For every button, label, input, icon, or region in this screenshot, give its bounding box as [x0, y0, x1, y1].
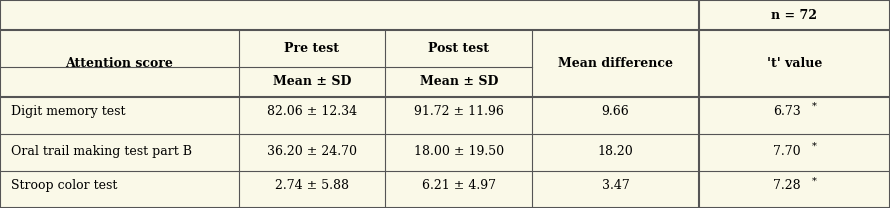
Bar [385, 67, 532, 97]
Text: n = 72: n = 72 [772, 9, 817, 22]
Bar [0, 0, 239, 30]
Text: 82.06 ± 12.34: 82.06 ± 12.34 [267, 105, 357, 118]
Text: Stroop color test: Stroop color test [11, 179, 117, 192]
Bar [239, 97, 385, 127]
Text: 7.28: 7.28 [773, 179, 801, 192]
Bar [532, 97, 699, 127]
Bar [532, 134, 699, 170]
Bar [385, 97, 532, 127]
Bar [532, 67, 699, 97]
Text: *: * [812, 176, 816, 185]
Bar [239, 30, 385, 67]
Text: Mean ± SD: Mean ± SD [419, 75, 498, 88]
Text: 18.00 ± 19.50: 18.00 ± 19.50 [414, 145, 504, 158]
Text: Attention score: Attention score [65, 57, 174, 70]
Text: 36.20 ± 24.70: 36.20 ± 24.70 [267, 145, 357, 158]
Bar [239, 67, 385, 97]
Bar [699, 30, 890, 67]
Bar [699, 134, 890, 170]
Text: *: * [812, 141, 816, 150]
Text: *: * [812, 102, 816, 111]
Text: Digit memory test: Digit memory test [11, 105, 125, 118]
Bar [385, 30, 532, 67]
Bar [532, 0, 699, 30]
Bar [532, 171, 699, 201]
Text: 6.73: 6.73 [773, 105, 801, 118]
Text: 3.47: 3.47 [602, 179, 629, 192]
Bar [385, 134, 532, 170]
Bar [385, 0, 532, 30]
Text: 9.66: 9.66 [602, 105, 629, 118]
Text: 18.20: 18.20 [597, 145, 634, 158]
Text: 7.70: 7.70 [773, 145, 801, 158]
Bar [0, 30, 239, 67]
Bar [0, 171, 239, 201]
Bar [0, 134, 239, 170]
Bar [0, 97, 239, 127]
Bar [532, 30, 699, 67]
Bar [239, 171, 385, 201]
Bar [699, 0, 890, 30]
Text: Oral trail making test part B: Oral trail making test part B [11, 145, 191, 158]
Bar [0, 67, 239, 97]
Bar [699, 171, 890, 201]
Text: 't' value: 't' value [766, 57, 822, 70]
Text: 2.74 ± 5.88: 2.74 ± 5.88 [275, 179, 349, 192]
Text: 6.21 ± 4.97: 6.21 ± 4.97 [422, 179, 496, 192]
Text: Mean ± SD: Mean ± SD [272, 75, 352, 88]
Bar [385, 171, 532, 201]
Text: Mean difference: Mean difference [558, 57, 673, 70]
Bar [239, 134, 385, 170]
Bar [699, 67, 890, 97]
Text: Post test: Post test [428, 42, 490, 55]
Text: Pre test: Pre test [285, 42, 339, 55]
Bar [699, 97, 890, 127]
Bar [239, 0, 385, 30]
Text: 91.72 ± 11.96: 91.72 ± 11.96 [414, 105, 504, 118]
